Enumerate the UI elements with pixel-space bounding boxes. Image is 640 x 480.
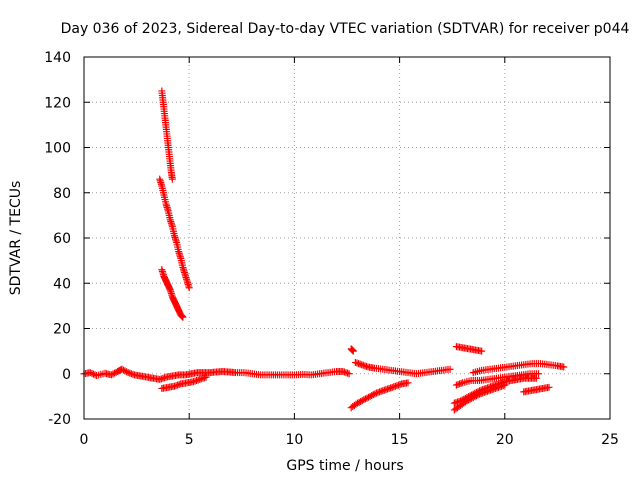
- data-point: [121, 367, 129, 375]
- series-arc-6: [450, 381, 509, 414]
- series-arc-9: [520, 383, 553, 396]
- data-point: [111, 369, 119, 377]
- data-point: [465, 396, 473, 404]
- data-point: [355, 398, 363, 406]
- x-tick-label: 15: [391, 432, 409, 448]
- chart-title: Day 036 of 2023, Sidereal Day-to-day VTE…: [61, 21, 630, 37]
- data-point: [469, 394, 477, 402]
- y-tick-label: -20: [48, 412, 71, 428]
- y-tick-label: 40: [53, 276, 71, 292]
- y-tick-label: 80: [53, 186, 71, 202]
- y-tick-label: 60: [53, 231, 71, 247]
- x-axis-label: GPS time / hours: [286, 458, 403, 474]
- data-point: [560, 363, 568, 371]
- grid: [84, 57, 610, 419]
- data-point: [360, 396, 368, 404]
- data-point: [404, 379, 412, 387]
- data-point: [474, 391, 482, 399]
- series-arc-4: [452, 343, 486, 355]
- data-points: [80, 87, 568, 414]
- data-point: [366, 392, 374, 400]
- x-tick-label: 10: [285, 432, 303, 448]
- data-point: [501, 381, 509, 389]
- y-tick-label: 0: [62, 367, 71, 383]
- series-spike-top: [158, 87, 176, 183]
- data-point: [185, 284, 193, 292]
- x-tick-label: 20: [496, 432, 514, 448]
- data-point: [345, 370, 353, 378]
- series-arc-3: [347, 379, 412, 412]
- data-point: [168, 175, 176, 183]
- data-point: [365, 393, 373, 401]
- data-point: [371, 390, 379, 398]
- y-tick-label: 20: [53, 322, 71, 338]
- data-point: [118, 365, 126, 373]
- data-point: [89, 370, 97, 378]
- data-point: [545, 383, 553, 391]
- data-point: [534, 370, 542, 378]
- x-tick-label: 25: [601, 432, 619, 448]
- series-arc-2: [351, 358, 454, 378]
- data-point: [478, 347, 486, 355]
- data-point: [446, 365, 454, 373]
- data-point: [119, 366, 127, 374]
- series-spike-middle: [156, 175, 193, 292]
- data-point: [179, 313, 187, 321]
- data-point: [471, 393, 479, 401]
- y-axis-label: SDTVAR / TECUs: [8, 181, 24, 296]
- y-tick-label: 100: [44, 141, 71, 157]
- series-arc-1: [347, 345, 357, 355]
- data-point: [466, 395, 474, 403]
- data-point: [369, 391, 377, 399]
- data-point: [107, 371, 115, 379]
- data-point: [463, 397, 471, 405]
- series-arc-7: [452, 370, 542, 389]
- data-point: [109, 370, 117, 378]
- data-point: [468, 394, 476, 402]
- data-point: [368, 392, 376, 400]
- series-arc-8: [469, 360, 568, 377]
- data-point: [354, 399, 362, 407]
- data-point: [123, 368, 131, 376]
- y-tick-label: 140: [44, 50, 71, 66]
- data-point: [472, 392, 480, 400]
- data-point: [361, 395, 369, 403]
- x-tick-label: 0: [80, 432, 89, 448]
- data-point: [86, 369, 94, 377]
- data-point: [349, 347, 357, 355]
- x-tick-label: 5: [185, 432, 194, 448]
- data-point: [363, 394, 371, 402]
- series-baseline: [80, 365, 353, 383]
- series-spike-lower: [158, 266, 187, 321]
- tick-labels: 0 5 10 15 20 25 -20 0 20 40 60 80 100 120 140: [44, 50, 619, 448]
- plot-frame: [83, 56, 611, 420]
- data-point: [358, 397, 366, 405]
- data-point: [88, 369, 96, 377]
- data-point: [202, 373, 210, 381]
- y-tick-label: 120: [44, 95, 71, 111]
- data-point: [357, 397, 365, 405]
- series-lower-baseline: [158, 373, 210, 392]
